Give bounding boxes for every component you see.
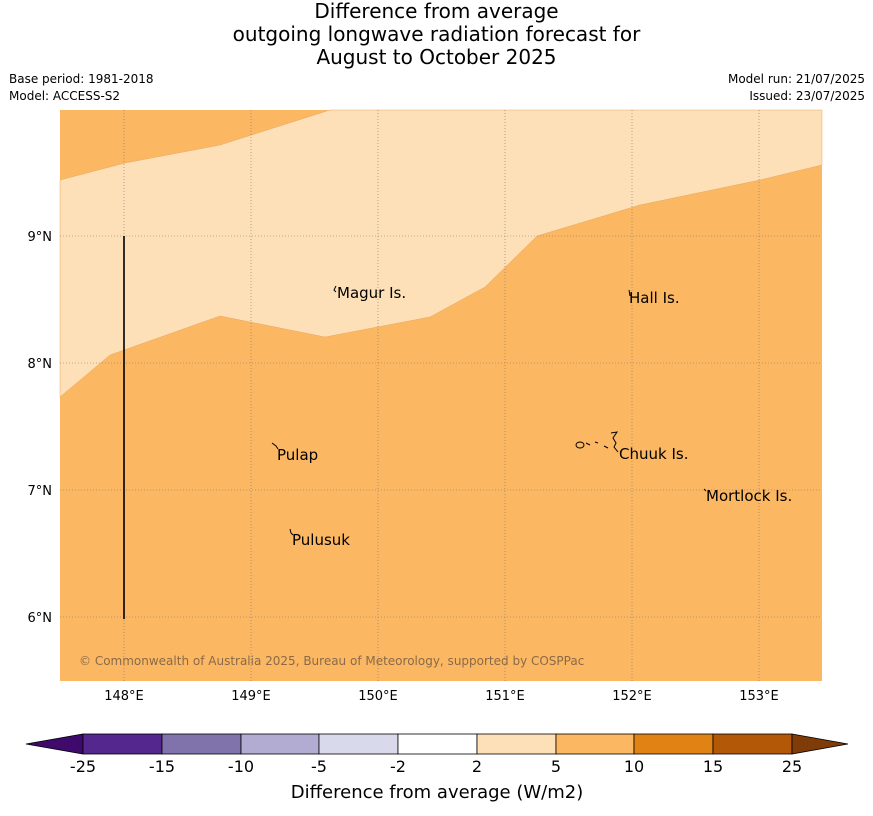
place-labels: Magur Is. Hall Is. Pulap Chuuk Is. Mortl…	[277, 284, 792, 549]
place-pulusuk: Pulusuk	[292, 531, 350, 549]
colorbar-bin-2	[161, 733, 242, 755]
model-name: Model: ACCESS-S2	[9, 89, 121, 103]
colorbar-tick: -25	[70, 757, 96, 776]
issued-date: Issued: 23/07/2025	[749, 89, 865, 103]
title-line-2: outgoing longwave radiation forecast for	[232, 22, 641, 46]
colorbar-tick: 5	[551, 757, 561, 776]
lon-label-153e: 153°E	[739, 689, 779, 704]
colorbar-label: Difference from average (W/m2)	[291, 782, 583, 803]
lon-labels: 148°E 149°E 150°E 151°E 152°E 153°E	[104, 689, 779, 704]
island-magur	[333, 285, 337, 293]
colorbar-ticks: -25 -15 -10 -5 -2 2 5 10 15 25	[70, 757, 802, 776]
colorbar-bin-7	[555, 733, 635, 755]
place-pulap: Pulap	[277, 446, 318, 464]
island-chuuk	[575, 431, 619, 453]
island-hall	[628, 289, 631, 297]
colorbar-extend-low	[25, 733, 84, 755]
place-mortlock: Mortlock Is.	[706, 487, 792, 505]
island-shapes	[271, 285, 707, 536]
lat-label-6n: 6°N	[28, 611, 53, 626]
colorbar-tick: -2	[390, 757, 406, 776]
lon-label-148e: 148°E	[104, 689, 144, 704]
colorbar-tick: -10	[228, 757, 254, 776]
colorbar-tick: 10	[624, 757, 644, 776]
island-pulap	[271, 442, 279, 450]
colorbar-tick: -15	[149, 757, 175, 776]
lat-label-8n: 8°N	[28, 357, 53, 372]
meta-left: Base period: 1981-2018 Model: ACCESS-S2	[9, 71, 154, 105]
colorbar-tick: 2	[472, 757, 482, 776]
colorbar-bin-4	[318, 733, 399, 755]
place-chuuk: Chuuk Is.	[619, 445, 688, 463]
place-magur: Magur Is.	[337, 284, 406, 302]
colorbar-tick: 25	[782, 757, 802, 776]
colorbar	[25, 733, 849, 755]
lat-label-7n: 7°N	[28, 484, 53, 499]
title-line-1: Difference from average	[314, 0, 559, 23]
fill-2-to-5	[59, 109, 823, 398]
colorbar-bin-8	[633, 733, 714, 755]
base-period: Base period: 1981-2018	[9, 72, 154, 86]
lat-label-9n: 9°N	[28, 230, 53, 245]
colorbar-bin-1	[82, 733, 163, 755]
colorbar-bin-9	[712, 733, 793, 755]
map-panel	[59, 109, 823, 681]
place-hall: Hall Is.	[629, 289, 680, 307]
chart-title: Difference from average outgoing longwav…	[0, 0, 873, 69]
copyright-text: © Commonwealth of Australia 2025, Bureau…	[79, 654, 584, 668]
lon-label-151e: 151°E	[485, 689, 525, 704]
colorbar-tick: -5	[311, 757, 327, 776]
colorbar-bin-5	[397, 733, 478, 755]
lon-label-149e: 149°E	[231, 689, 271, 704]
lon-label-150e: 150°E	[358, 689, 398, 704]
lon-label-152e: 152°E	[612, 689, 652, 704]
island-pulusuk	[289, 528, 294, 536]
meta-right: Model run: 21/07/2025 Issued: 23/07/2025	[728, 71, 865, 105]
lat-labels: 9°N 8°N 7°N 6°N	[28, 230, 53, 626]
colorbar-tick: 15	[703, 757, 723, 776]
model-run: Model run: 21/07/2025	[727, 72, 865, 86]
colorbar-extend-high	[791, 733, 849, 755]
colorbar-bin-6	[476, 733, 557, 755]
title-line-3: August to October 2025	[316, 45, 557, 69]
island-mortlock	[703, 488, 707, 492]
colorbar-bin-3	[240, 733, 320, 755]
